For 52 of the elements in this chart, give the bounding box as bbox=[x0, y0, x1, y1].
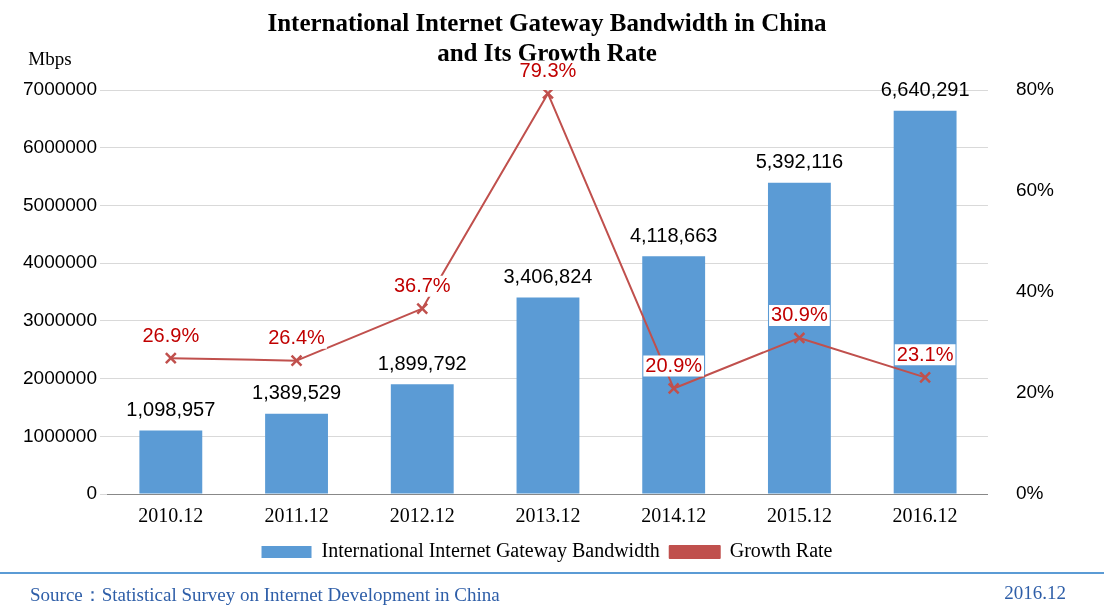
y-tick-label: 4000000 bbox=[23, 251, 97, 273]
point bbox=[541, 90, 555, 100]
data-label: 5,392,116 bbox=[755, 150, 844, 173]
data-label: 26.4% bbox=[268, 326, 326, 349]
bar bbox=[642, 256, 706, 494]
point bbox=[416, 302, 429, 315]
bar bbox=[767, 182, 831, 494]
data-label: 20.9% bbox=[645, 353, 703, 376]
bar bbox=[893, 110, 957, 494]
text: 2016.12 bbox=[1004, 582, 1066, 604]
x-tick-label: 2011.12 bbox=[264, 504, 329, 527]
bar bbox=[516, 297, 580, 494]
legend-label: International Internet Gateway Bandwidth bbox=[321, 539, 660, 563]
source-note: Source：Statistical Survey on Internet Development in China bbox=[30, 583, 500, 607]
bar bbox=[139, 430, 203, 494]
y-tick-label: 3000000 bbox=[23, 309, 97, 331]
y-tick-label: 7000000 bbox=[23, 78, 97, 100]
data-label: 3,406,824 bbox=[503, 264, 593, 287]
point bbox=[667, 382, 680, 395]
point bbox=[918, 371, 932, 384]
point bbox=[164, 351, 178, 365]
y-tick-label: 6000000 bbox=[23, 135, 97, 157]
data-label: 1,389,529 bbox=[252, 381, 342, 404]
data-label: 26.9% bbox=[142, 323, 200, 346]
y2-tick-label: 80% bbox=[1015, 78, 1055, 100]
data-label: 1,098,957 bbox=[126, 398, 216, 421]
y-tick-label: 0 bbox=[86, 482, 97, 504]
data-label: 36.7% bbox=[393, 274, 451, 297]
y-tick-label: 2000000 bbox=[23, 366, 97, 388]
y2-tick-label: 60% bbox=[1015, 179, 1055, 201]
x-tick-label: 2013.12 bbox=[515, 504, 581, 527]
x-tick-label: 2016.12 bbox=[892, 504, 958, 527]
y-tick-label: 1000000 bbox=[23, 424, 97, 446]
point bbox=[793, 331, 806, 345]
x-tick-label: 2014.12 bbox=[641, 504, 707, 527]
data-label: 23.1% bbox=[896, 342, 954, 365]
y2-tick-label: 20% bbox=[1015, 381, 1055, 403]
x-tick-label: 2015.12 bbox=[766, 504, 832, 527]
data-label: 1,899,792 bbox=[377, 351, 467, 374]
bar bbox=[390, 384, 454, 494]
y2-tick-label: 0% bbox=[1015, 482, 1044, 504]
x-tick-label: 2012.12 bbox=[389, 504, 455, 527]
data-label: 4,118,663 bbox=[629, 223, 718, 246]
point bbox=[290, 354, 303, 367]
y-axis-title: Mbps bbox=[28, 48, 72, 70]
data-label: 30.9% bbox=[771, 303, 828, 326]
y2-tick-label: 40% bbox=[1015, 280, 1055, 302]
bar bbox=[265, 413, 328, 494]
x-tick-label: 2010.12 bbox=[138, 504, 204, 527]
legend-label: Growth Rate bbox=[729, 539, 833, 562]
y-tick-label: 5000000 bbox=[23, 193, 97, 215]
data-label: 6,640,291 bbox=[880, 78, 970, 101]
